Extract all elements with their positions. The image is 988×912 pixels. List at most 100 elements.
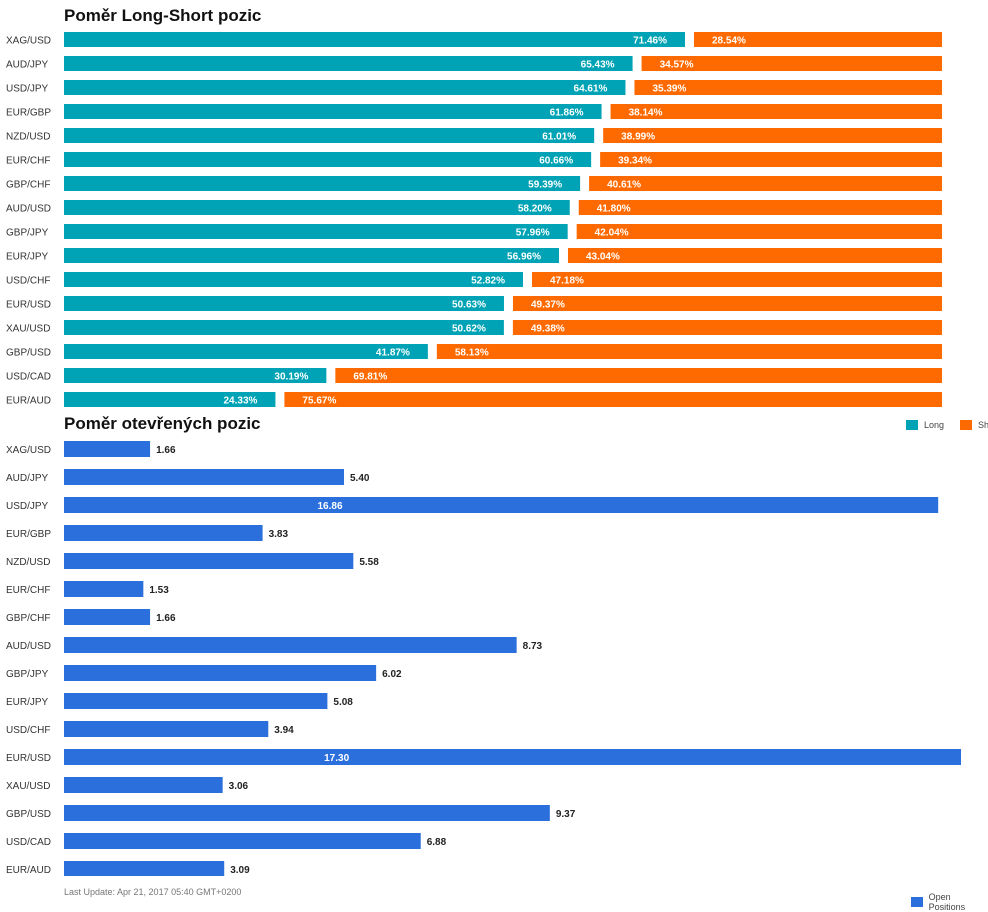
category-label-eur-usd: EUR/USD: [6, 753, 51, 764]
open-positions-value-label-eur-usd: 17.30: [324, 753, 349, 764]
short-value-label-gbp-jpy: 42.04%: [595, 228, 629, 239]
open-positions-value-label-eur-aud: 3.09: [230, 865, 250, 876]
short-value-label-xau-usd: 49.38%: [531, 324, 565, 335]
open-positions-bar-eur-chf: [64, 581, 144, 597]
category-label-usd-chf: USD/CHF: [6, 725, 50, 736]
long-bar-eur-usd: [64, 296, 504, 311]
long-bar-aud-usd: [64, 200, 570, 215]
long-bar-eur-gbp: [64, 104, 602, 119]
open-positions-value-label-xau-usd: 3.06: [229, 781, 249, 792]
category-label-gbp-jpy: GBP/JPY: [6, 228, 49, 239]
category-label-eur-usd: EUR/USD: [6, 300, 51, 311]
long-bar-usd-jpy: [64, 80, 626, 95]
category-label-gbp-jpy: GBP/JPY: [6, 669, 49, 680]
category-label-usd-jpy: USD/JPY: [6, 84, 49, 95]
long-short-legend: Long Short: [906, 420, 988, 430]
short-bar-usd-cad: [335, 368, 943, 383]
long-short-chart: XAG/USD 71.46% 28.54% AUD/JPY 65.43% 34.57% US…: [6, 32, 943, 407]
short-value-label-eur-chf: 39.34%: [618, 156, 652, 167]
category-label-xau-usd: XAU/USD: [6, 324, 50, 335]
long-bar-gbp-jpy: [64, 224, 568, 239]
short-bar-eur-usd: [512, 296, 942, 311]
open-positions-bar-eur-usd: [64, 749, 961, 765]
category-label-usd-cad: USD/CAD: [6, 837, 51, 848]
category-label-nzd-usd: NZD/USD: [6, 557, 50, 568]
short-value-label-gbp-usd: 58.13%: [455, 348, 489, 359]
short-value-label-eur-aud: 75.67%: [302, 396, 336, 407]
short-value-label-aud-usd: 41.80%: [597, 204, 631, 215]
short-bar-eur-gbp: [610, 104, 942, 119]
short-value-label-aud-jpy: 34.57%: [660, 60, 694, 71]
long-value-label-aud-usd: 58.20%: [518, 204, 552, 215]
short-bar-eur-chf: [600, 152, 942, 167]
short-value-label-eur-jpy: 43.04%: [586, 252, 620, 263]
short-value-label-gbp-chf: 40.61%: [607, 180, 641, 191]
open-positions-value-label-gbp-chf: 1.66: [156, 613, 176, 624]
long-value-label-xau-usd: 50.62%: [452, 324, 486, 335]
open-positions-bar-usd-chf: [64, 721, 269, 737]
legend-swatch-short: [960, 420, 973, 430]
category-label-aud-jpy: AUD/JPY: [6, 473, 49, 484]
long-bar-usd-cad: [64, 368, 327, 383]
legend-swatch-long: [906, 420, 918, 430]
category-label-aud-jpy: AUD/JPY: [6, 60, 49, 71]
open-positions-value-label-usd-jpy: 16.86: [318, 501, 343, 512]
open-positions-bar-xag-usd: [64, 441, 151, 457]
long-bar-xag-usd: [64, 32, 685, 47]
open-positions-bar-xau-usd: [64, 777, 223, 793]
long-bar-aud-jpy: [64, 56, 633, 71]
open-positions-bar-eur-gbp: [64, 525, 263, 541]
category-label-gbp-chf: GBP/CHF: [6, 180, 50, 191]
open-positions-value-label-nzd-usd: 5.58: [359, 557, 379, 568]
open-positions-value-label-aud-usd: 8.73: [523, 641, 543, 652]
short-bar-gbp-usd: [436, 344, 942, 359]
open-positions-value-label-xag-usd: 1.66: [156, 445, 176, 456]
short-bar-gbp-chf: [589, 176, 942, 191]
category-label-eur-aud: EUR/AUD: [6, 396, 51, 407]
long-value-label-nzd-usd: 61.01%: [542, 132, 576, 143]
long-bar-xau-usd: [64, 320, 504, 335]
long-value-label-eur-aud: 24.33%: [224, 396, 258, 407]
long-bar-eur-aud: [64, 392, 276, 407]
long-bar-eur-jpy: [64, 248, 559, 263]
long-short-chart-title: Poměr Long-Short pozic: [64, 6, 262, 25]
legend-label-long: Long: [924, 420, 945, 430]
long-value-label-aud-jpy: 65.43%: [581, 60, 615, 71]
short-bar-eur-jpy: [567, 248, 942, 263]
long-bar-eur-chf: [64, 152, 592, 167]
open-positions-value-label-eur-gbp: 3.83: [269, 529, 289, 540]
category-label-xau-usd: XAU/USD: [6, 781, 50, 792]
long-bar-usd-chf: [64, 272, 524, 287]
open-positions-chart-title: Poměr otevřených pozic: [64, 414, 261, 433]
open-positions-bar-gbp-usd: [64, 805, 550, 821]
open-positions-bar-usd-jpy: [64, 497, 939, 513]
open-positions-bar-gbp-chf: [64, 609, 151, 625]
open-positions-bar-gbp-jpy: [64, 665, 377, 681]
long-value-label-xag-usd: 71.46%: [633, 36, 667, 47]
open-positions-bar-eur-aud: [64, 861, 225, 876]
category-label-usd-jpy: USD/JPY: [6, 501, 49, 512]
category-label-eur-jpy: EUR/JPY: [6, 697, 49, 708]
short-bar-nzd-usd: [603, 128, 942, 143]
category-label-usd-chf: USD/CHF: [6, 276, 50, 287]
long-value-label-eur-gbp: 61.86%: [550, 108, 584, 119]
open-positions-value-label-eur-jpy: 5.08: [333, 697, 353, 708]
category-label-eur-jpy: EUR/JPY: [6, 252, 49, 263]
category-label-aud-usd: AUD/USD: [6, 204, 51, 215]
long-bar-gbp-usd: [64, 344, 428, 359]
category-label-nzd-usd: NZD/USD: [6, 132, 50, 143]
short-value-label-usd-chf: 47.18%: [550, 276, 584, 287]
category-label-eur-gbp: EUR/GBP: [6, 108, 51, 119]
open-positions-value-label-eur-chf: 1.53: [149, 585, 169, 596]
open-positions-value-label-aud-jpy: 5.40: [350, 473, 370, 484]
short-value-label-usd-jpy: 35.39%: [652, 84, 686, 95]
long-value-label-eur-jpy: 56.96%: [507, 252, 541, 263]
short-bar-xag-usd: [693, 32, 942, 47]
open-positions-bar-aud-usd: [64, 637, 517, 653]
category-label-gbp-usd: GBP/USD: [6, 809, 51, 820]
short-value-label-eur-gbp: 38.14%: [629, 108, 663, 119]
open-positions-legend: Open Positions: [911, 892, 988, 912]
category-label-gbp-chf: GBP/CHF: [6, 613, 50, 624]
legend-label-open-positions: Open Positions: [928, 892, 966, 912]
short-value-label-usd-cad: 69.81%: [353, 372, 387, 383]
